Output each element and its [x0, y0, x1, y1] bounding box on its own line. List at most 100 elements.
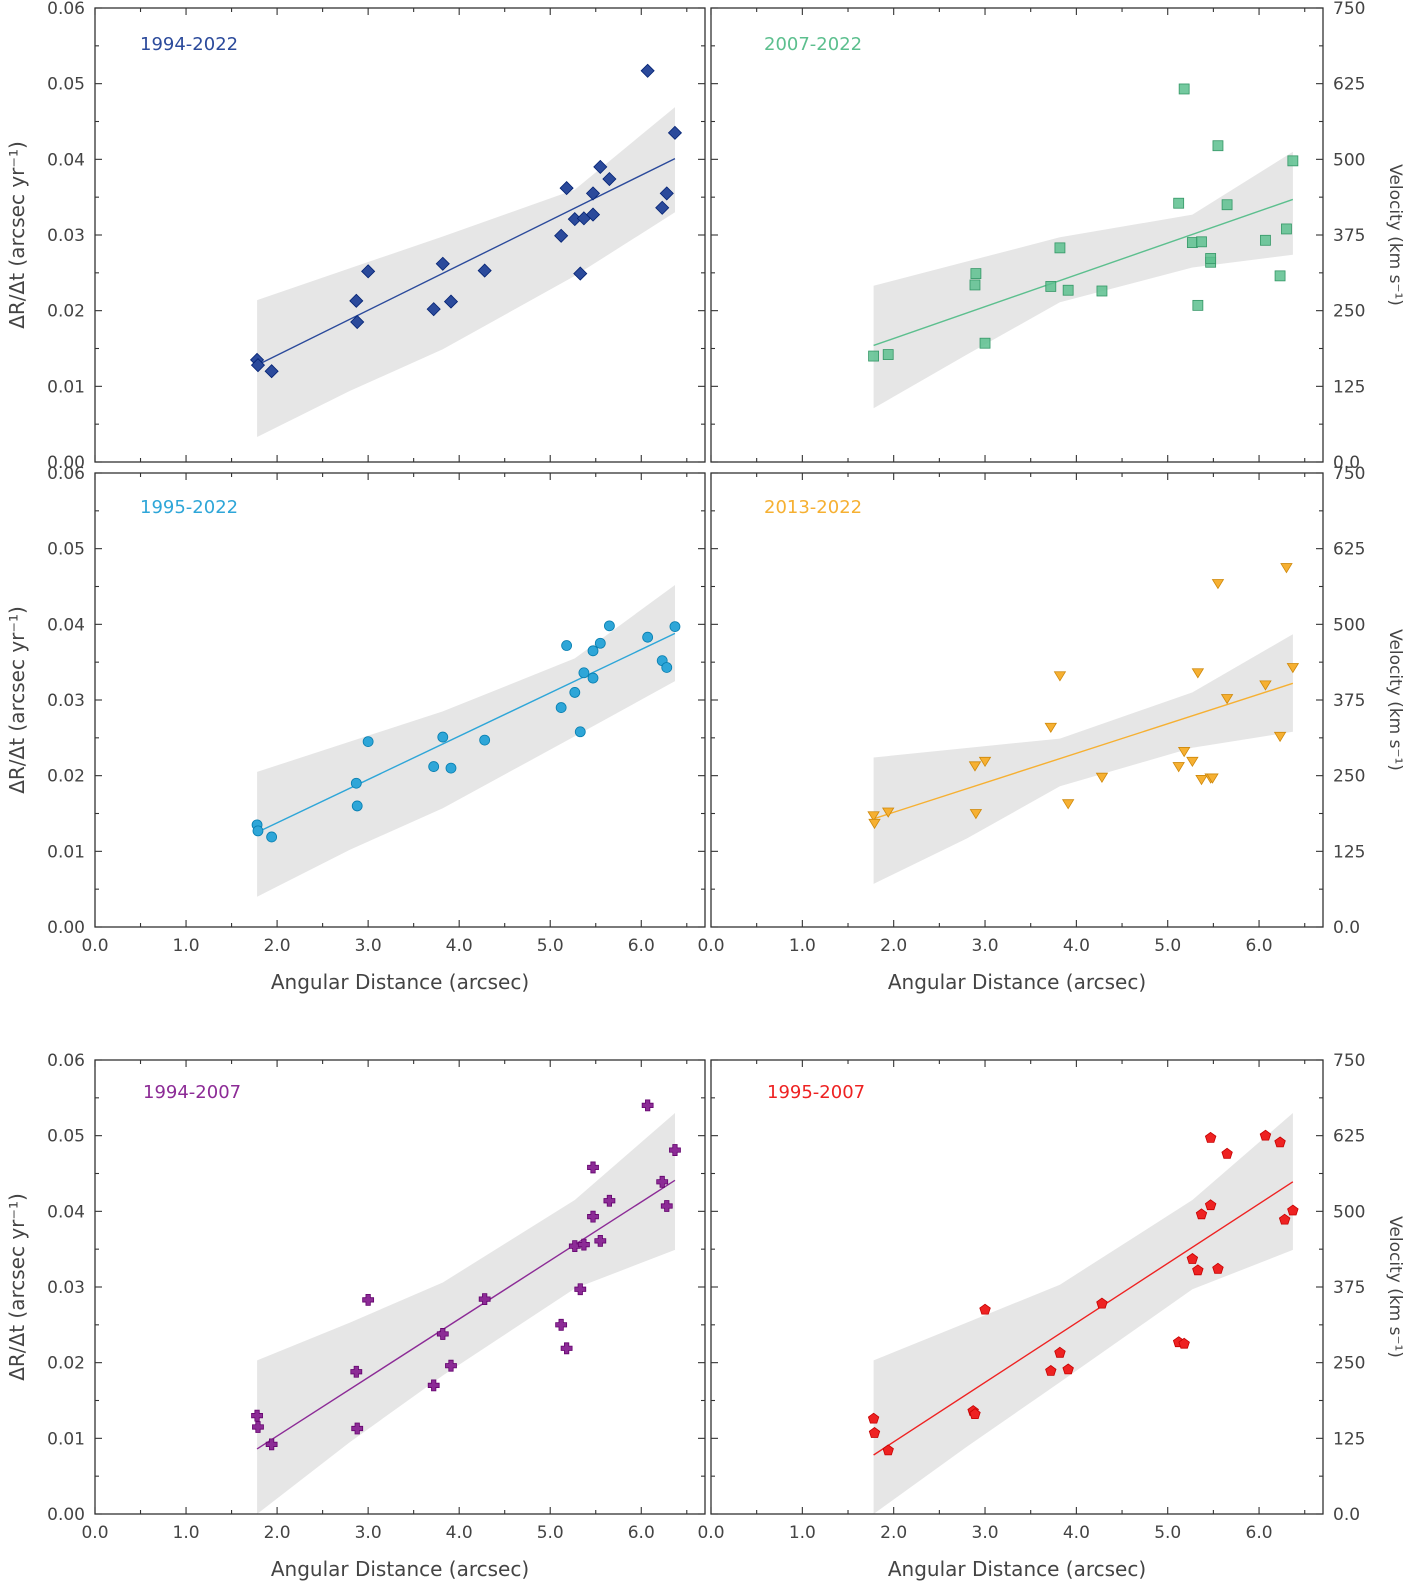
x-tick-label: 0.0 [81, 936, 108, 956]
data-point [1274, 270, 1286, 282]
x-tick-label: 4.0 [1063, 936, 1090, 956]
x-tick-label: 6.0 [1246, 936, 1273, 956]
data-point [362, 1293, 375, 1306]
confidence-band [873, 151, 1293, 409]
y-tick-label: 0.03 [47, 226, 85, 246]
data-point [1259, 680, 1272, 691]
data-point [1178, 1337, 1190, 1349]
velocity-tick-label: 375 [1333, 691, 1365, 711]
data-point [445, 1359, 457, 1372]
data-point [641, 1099, 654, 1112]
x-tick-label: 2.0 [264, 936, 291, 956]
velocity-tick-label: 250 [1333, 1354, 1365, 1374]
data-point [1206, 773, 1219, 784]
y-tick-label: 0.05 [47, 75, 85, 95]
data-point [594, 637, 606, 649]
data-point [1173, 197, 1185, 209]
data-point [594, 1234, 607, 1247]
panel-label: 1995-2022 [140, 497, 238, 518]
data-point [1274, 1136, 1286, 1148]
velocity-tick-label: 0.0 [1333, 918, 1360, 938]
data-point [1204, 1131, 1217, 1143]
data-point [587, 645, 599, 657]
data-point [1191, 668, 1205, 679]
data-point [1186, 756, 1199, 768]
x-tick-label: 3.0 [972, 1523, 999, 1543]
velocity-tick-label: 625 [1333, 540, 1365, 560]
panel-1995-2022: 0.00 0.01 0.02 0.03 0.04 0.05 0.06 ΔR/Δt (arcse… [5, 464, 706, 994]
data-point [669, 1144, 681, 1156]
data-point [868, 1427, 881, 1438]
velocity-tick-label: 750 [1333, 0, 1365, 19]
panel-label: 1995-2007 [767, 1082, 865, 1103]
data-point [1054, 242, 1066, 254]
data-point [587, 1161, 599, 1174]
x-tick-label: 2.0 [880, 936, 907, 956]
data-point [603, 1194, 616, 1207]
velocity-axis-title: Velocity (km s⁻¹) [1385, 629, 1405, 771]
data-point [1178, 83, 1190, 95]
data-point [1192, 1264, 1204, 1276]
data-point [1260, 234, 1271, 246]
data-point [979, 337, 991, 349]
velocity-tick-label: 0.0 [1333, 453, 1360, 473]
y-tick-label: 0.03 [47, 1278, 85, 1298]
data-point [252, 1421, 264, 1433]
panel-1995-2007: 0.0 125 250 375 500 625 750 Velocity (km s⁻¹) 0.… [697, 1051, 1405, 1581]
data-point [1280, 563, 1293, 574]
y-tick-label: 0.06 [47, 1051, 85, 1071]
velocity-tick-label: 125 [1333, 377, 1365, 397]
data-point [1195, 1208, 1208, 1220]
data-point [443, 294, 459, 309]
data-point [587, 1210, 599, 1223]
data-point [1062, 284, 1074, 296]
data-point [868, 350, 879, 362]
data-point [555, 702, 567, 713]
data-point [1186, 237, 1198, 248]
data-point [477, 263, 492, 278]
data-point [1053, 671, 1067, 682]
fit-line [256, 632, 676, 834]
data-point [1096, 1297, 1108, 1309]
data-point [573, 266, 588, 281]
data-point [642, 631, 654, 643]
data-point [1054, 1346, 1066, 1358]
data-point [882, 349, 894, 360]
data-point [1186, 1253, 1199, 1264]
x-tick-label: 0.0 [81, 1523, 108, 1543]
data-point [350, 777, 362, 789]
x-tick-label: 5.0 [537, 1523, 564, 1543]
data-point [968, 761, 982, 772]
x-axis-title: Angular Distance (arcsec) [888, 1557, 1146, 1581]
data-point [667, 125, 683, 140]
velocity-tick-label: 0.0 [1333, 1505, 1360, 1525]
data-point [1205, 253, 1217, 264]
data-point [1062, 1363, 1074, 1375]
y-axis-title: ΔR/Δt (arcsec yr⁻¹) [5, 141, 29, 329]
data-point [660, 1200, 673, 1212]
y-tick-label: 0.04 [47, 150, 85, 170]
x-tick-label: 1.0 [789, 936, 816, 956]
fit-line [873, 1181, 1294, 1456]
data-point [1044, 722, 1058, 734]
data-point [350, 314, 365, 330]
data-point [970, 268, 982, 279]
data-point [569, 687, 581, 698]
y-tick-label: 0.05 [47, 540, 85, 560]
data-point [561, 640, 573, 651]
panel-label: 2007-2022 [764, 34, 862, 55]
data-point [640, 63, 655, 78]
velocity-tick-label: 500 [1333, 1202, 1365, 1222]
x-tick-label: 5.0 [537, 936, 564, 956]
data-point [559, 181, 574, 196]
panel-label: 2013-2022 [764, 497, 862, 518]
data-point [587, 672, 599, 684]
data-point [868, 818, 881, 830]
x-axis-title: Angular Distance (arcsec) [271, 970, 529, 994]
data-point [881, 807, 895, 818]
velocity-axis-title: Velocity (km s⁻¹) [1385, 164, 1405, 306]
confidence-band [257, 107, 675, 437]
data-point [252, 825, 264, 837]
velocity-axis-title: Velocity (km s⁻¹) [1385, 1216, 1405, 1358]
data-point [661, 662, 673, 673]
